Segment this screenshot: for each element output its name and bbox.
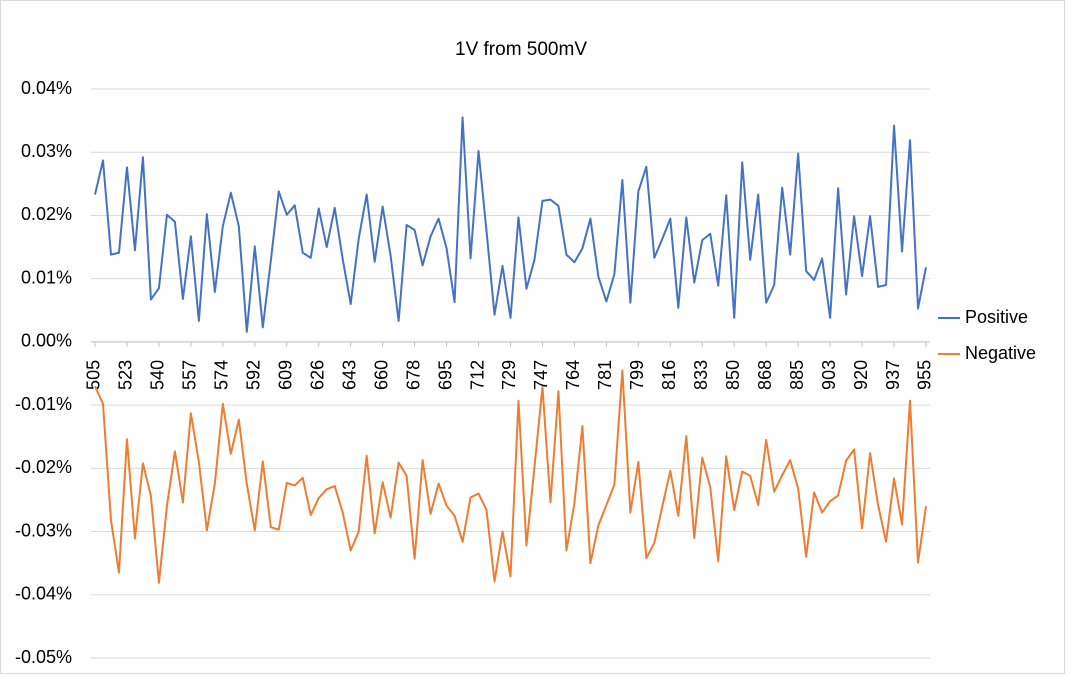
x-tick-label: 557	[180, 360, 200, 390]
y-tick-label: -0.05%	[15, 647, 72, 667]
x-tick-label: 868	[755, 360, 775, 390]
x-tick-label: 695	[435, 360, 455, 390]
x-tick-label: 816	[659, 360, 679, 390]
series-line	[94, 369, 927, 584]
y-tick-label: -0.04%	[15, 584, 72, 604]
x-tick-label: 747	[531, 360, 551, 390]
x-tick-label: 764	[563, 360, 583, 390]
x-tick-label: 920	[851, 360, 871, 390]
x-tick-label: 799	[627, 360, 647, 390]
x-tick-label: 523	[116, 360, 136, 390]
x-tick-label: 626	[307, 360, 327, 390]
x-tick-label: 903	[819, 360, 839, 390]
x-tick-label: 592	[244, 360, 264, 390]
x-tick-label: 850	[723, 360, 743, 390]
x-tick-label: 505	[84, 360, 104, 390]
x-tick-label: 660	[371, 360, 391, 390]
x-tick-label: 712	[467, 360, 487, 390]
y-tick-label: 0.02%	[21, 204, 72, 224]
y-tick-label: -0.03%	[15, 520, 72, 540]
x-tick-label: 609	[276, 360, 296, 390]
x-tick-label: 955	[915, 360, 935, 390]
legend-label: Positive	[965, 307, 1028, 327]
y-tick-label: 0.04%	[21, 78, 72, 98]
x-tick-label: 643	[339, 360, 359, 390]
x-tick-label: 540	[148, 360, 168, 390]
series-line	[94, 116, 927, 333]
y-tick-label: 0.03%	[21, 141, 72, 161]
y-tick-label: 0.00%	[21, 331, 72, 351]
x-tick-label: 781	[595, 360, 615, 390]
x-tick-label: 937	[883, 360, 903, 390]
y-tick-label: -0.02%	[15, 457, 72, 477]
x-tick-label: 574	[212, 360, 232, 390]
legend-label: Negative	[965, 343, 1036, 363]
chart-title: 1V from 500mV	[455, 39, 587, 60]
x-tick-label: 678	[403, 360, 423, 390]
y-tick-label: -0.01%	[15, 394, 72, 414]
x-tick-label: 729	[499, 360, 519, 390]
x-tick-label: 833	[691, 360, 711, 390]
y-tick-label: 0.01%	[21, 267, 72, 287]
x-tick-label: 885	[787, 360, 807, 390]
